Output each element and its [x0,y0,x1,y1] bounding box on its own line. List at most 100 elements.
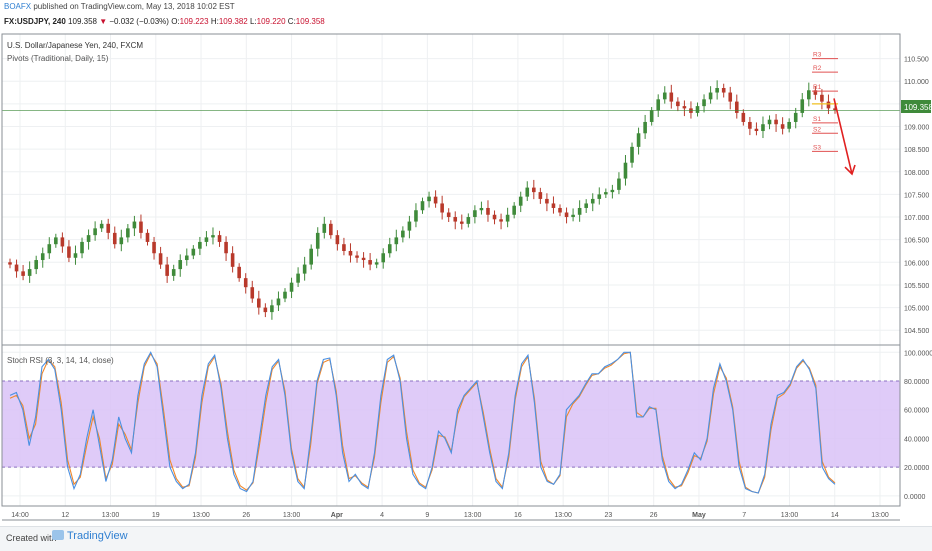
candle-body[interactable] [322,223,327,233]
candle-body[interactable] [584,203,588,208]
candle-body[interactable] [420,201,425,211]
candle-body[interactable] [486,207,490,215]
candle-body[interactable] [139,221,143,233]
candle-body[interactable] [152,241,156,254]
candle-body[interactable] [237,266,241,279]
candle-body[interactable] [374,262,379,265]
candle-body[interactable] [728,92,733,102]
candle-body[interactable] [787,121,791,129]
candle-body[interactable] [446,212,451,218]
candle-body[interactable] [662,92,667,100]
candle-body[interactable] [145,232,150,242]
candle-body[interactable] [682,106,687,109]
candle-body[interactable] [178,260,183,270]
candle-body[interactable] [171,269,176,276]
candle-body[interactable] [532,187,536,193]
candle-body[interactable] [466,217,471,224]
candle-body[interactable] [361,257,366,261]
candle-body[interactable] [800,99,805,113]
stoch-k-line[interactable] [9,351,836,494]
candle-body[interactable] [518,196,523,206]
candle-body[interactable] [270,305,274,313]
candle-body[interactable] [217,235,222,242]
candle-body[interactable] [695,106,700,113]
candle-body[interactable] [505,214,510,222]
candle-body[interactable] [525,187,530,197]
tradingview-logo[interactable]: TradingView [52,530,128,542]
candle-body[interactable] [473,210,477,218]
candle-body[interactable] [112,232,117,245]
candle-body[interactable] [492,214,497,220]
candle-body[interactable] [748,121,752,129]
candle-body[interactable] [414,210,418,222]
candle-body[interactable] [459,221,464,224]
candle-body[interactable] [73,253,78,258]
candle-body[interactable] [21,271,25,276]
candle-body[interactable] [27,269,32,276]
candle-body[interactable] [40,253,45,261]
candle-body[interactable] [54,237,58,245]
candle-body[interactable] [401,230,405,238]
candle-body[interactable] [309,248,313,265]
stoch-legend[interactable]: Stoch RSI (3, 3, 14, 14, close) [7,356,114,365]
candle-body[interactable] [767,119,772,125]
candle-body[interactable] [538,192,543,199]
candle-body[interactable] [499,219,503,222]
candle-body[interactable] [577,207,582,215]
candle-body[interactable] [741,112,746,122]
pivots-legend[interactable]: Pivots (Traditional, Daily, 15) [7,54,109,63]
candle-body[interactable] [689,108,693,113]
candle-body[interactable] [590,198,595,204]
main-legend[interactable]: U.S. Dollar/Japanese Yen, 240, FXCM [7,41,143,50]
candle-body[interactable] [427,196,431,202]
candle-body[interactable] [774,119,778,125]
candle-body[interactable] [636,133,641,147]
candle-body[interactable] [106,223,111,233]
candle-body[interactable] [126,228,130,238]
candle-body[interactable] [656,99,661,111]
candle-body[interactable] [86,235,91,242]
candle-body[interactable] [440,203,444,213]
candle-body[interactable] [734,101,739,113]
candle-body[interactable] [184,255,189,261]
candle-body[interactable] [263,307,268,313]
candle-body[interactable] [407,221,412,231]
candle-body[interactable] [610,189,615,193]
candle-body[interactable] [807,90,811,100]
candle-body[interactable] [604,192,608,195]
candle-body[interactable] [257,298,261,308]
candle-body[interactable] [394,237,399,245]
candle-body[interactable] [780,124,785,129]
candle-body[interactable] [158,253,163,265]
candle-body[interactable] [669,92,674,102]
candle-body[interactable] [34,260,38,270]
candle-body[interactable] [342,244,346,251]
candle-body[interactable] [387,244,392,254]
candle-body[interactable] [60,237,65,247]
candle-body[interactable] [204,237,209,242]
candle-body[interactable] [433,196,438,204]
candle-body[interactable] [708,92,713,100]
symbol[interactable]: FX:USDJPY, 240 [4,17,66,26]
candle-body[interactable] [571,214,575,218]
candle-body[interactable] [67,246,71,258]
candle-body[interactable] [355,255,359,258]
candle-body[interactable] [833,108,837,111]
candle-body[interactable] [820,94,824,102]
forecast-arrowhead[interactable] [844,164,856,176]
candle-body[interactable] [165,264,169,276]
candle-body[interactable] [564,212,569,218]
candle-body[interactable] [702,99,706,107]
candle-body[interactable] [198,241,202,249]
candle-body[interactable] [721,88,726,93]
candle-body[interactable] [47,244,52,254]
candle-body[interactable] [793,112,798,122]
candle-body[interactable] [813,90,818,95]
candle-body[interactable] [479,207,484,211]
candle-body[interactable] [551,203,556,208]
candle-body[interactable] [368,260,372,265]
candle-body[interactable] [132,221,137,229]
candle-body[interactable] [302,264,307,274]
candle-body[interactable] [211,235,215,238]
candle-body[interactable] [512,205,516,215]
